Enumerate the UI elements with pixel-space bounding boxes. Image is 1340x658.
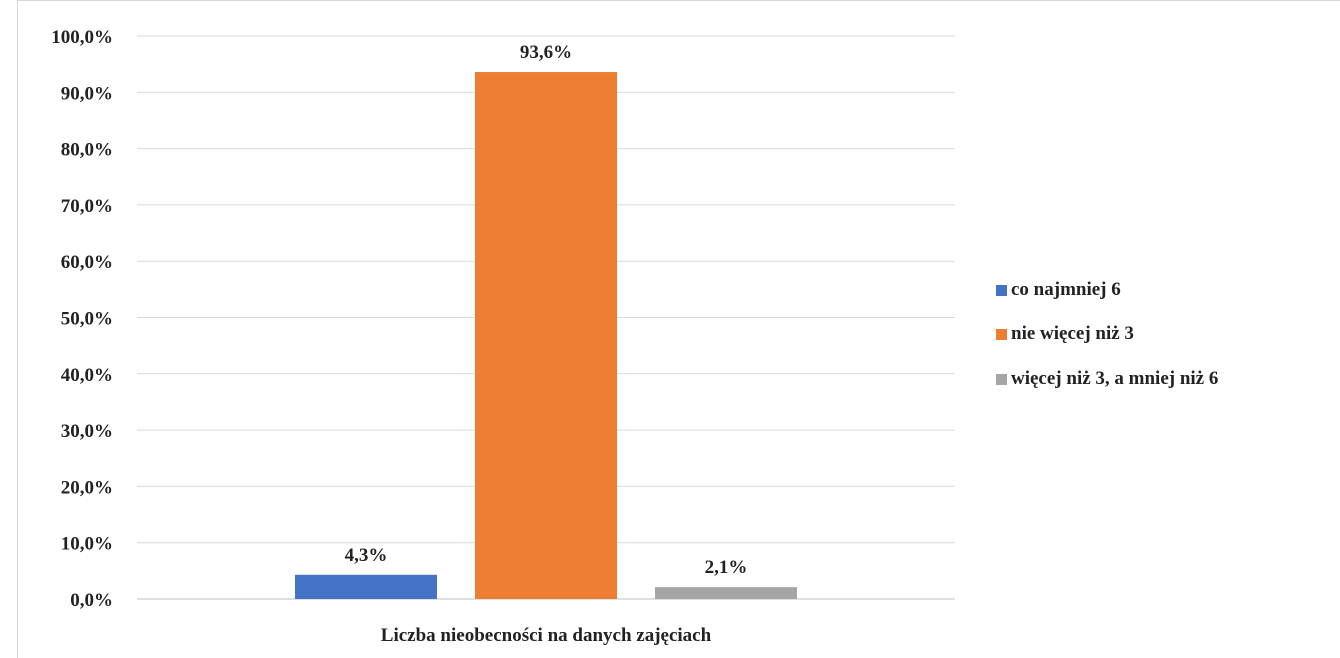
y-tick-label: 80,0%: [61, 140, 113, 161]
bar-2: [475, 72, 617, 600]
legend-swatch-orange: [996, 328, 1007, 340]
data-labels: 4,3% 93,6% 2,1%: [345, 42, 748, 578]
y-tick-label: 40,0%: [61, 365, 113, 386]
legend-item-wiecej-niz-3-a-mniej-niz-6: więcej niż 3, a mniej niż 6: [996, 367, 1218, 391]
legend-item-co-najmniej-6: co najmniej 6: [996, 278, 1121, 302]
bar-1: [295, 574, 437, 599]
legend-label: więcej niż 3, a mniej niż 6: [1011, 368, 1219, 389]
y-tick-label: 90,0%: [61, 83, 113, 104]
bars: [295, 72, 797, 600]
bar-3: [655, 587, 797, 599]
x-axis-label: Liczba nieobecności na danych zajęciach: [381, 625, 712, 646]
chart-frame: [17, 0, 1340, 658]
y-tick-label: 0,0%: [70, 590, 113, 611]
data-label: 93,6%: [520, 42, 572, 63]
data-label: 4,3%: [345, 545, 388, 566]
y-tick-label: 60,0%: [61, 252, 113, 273]
y-tick-label: 30,0%: [61, 421, 113, 442]
legend-swatch-gray: [996, 373, 1007, 385]
y-axis-tick-labels: 0,0% 10,0% 20,0% 30,0% 40,0% 50,0% 60,0% 70,0% 8…: [51, 27, 113, 611]
legend-label: nie więcej niż 3: [1011, 323, 1134, 344]
y-tick-label: 20,0%: [61, 477, 113, 498]
legend-swatch-blue: [996, 284, 1007, 296]
legend-item-nie-wiecej-niz-3: nie więcej niż 3: [996, 322, 1134, 346]
y-tick-label: 10,0%: [61, 534, 113, 555]
legend-label: co najmniej 6: [1011, 279, 1121, 300]
y-tick-label: 100,0%: [51, 27, 113, 48]
y-tick-label: 50,0%: [61, 309, 113, 330]
data-label: 2,1%: [705, 557, 748, 578]
y-tick-label: 70,0%: [61, 196, 113, 217]
